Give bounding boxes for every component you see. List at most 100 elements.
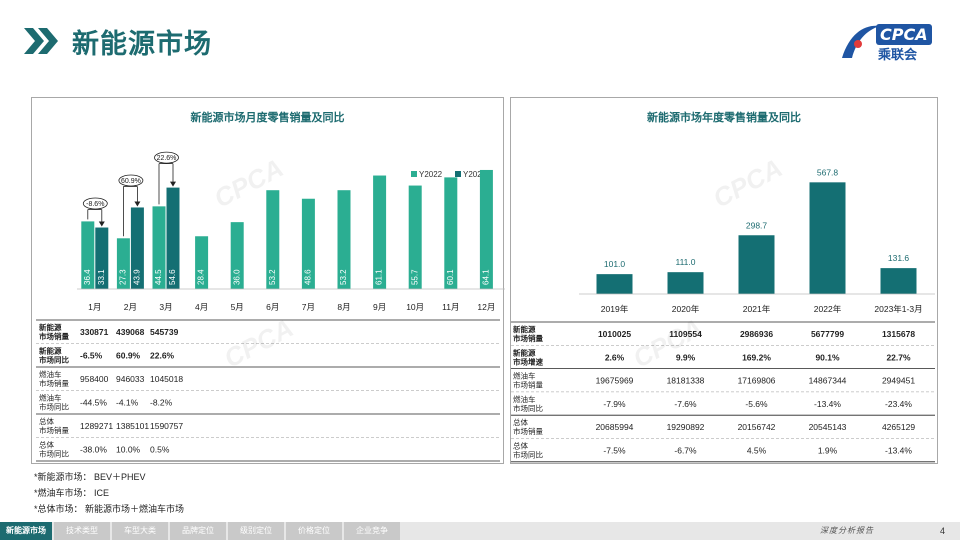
table-cell: -6.7%	[674, 446, 697, 456]
table-cell: -7.6%	[674, 399, 697, 409]
footnote: *燃油车市场： ICE	[34, 488, 110, 498]
callout-arrow	[134, 201, 141, 207]
table-cell: 4.5%	[747, 446, 767, 456]
bar-label-y2022: 53.2	[339, 269, 348, 285]
x-tick-label: 5月	[231, 302, 244, 312]
table-cell: -23.4%	[885, 399, 912, 409]
table-row-label: 市场销量	[513, 333, 543, 343]
table-cell: 330871	[80, 327, 109, 337]
bar-label-y2022: 60.1	[446, 269, 455, 285]
x-tick-label: 9月	[373, 302, 386, 312]
table-cell: -4.1%	[116, 398, 139, 408]
table-cell: 5677799	[811, 329, 844, 339]
x-tick-label: 8月	[337, 302, 350, 312]
table-cell: 20685994	[596, 422, 634, 432]
logo-text: CPCA	[876, 24, 932, 45]
bar-value-label: 101.0	[604, 259, 626, 269]
table-row-label: 总体	[39, 416, 54, 426]
table-cell: -8.2%	[150, 398, 173, 408]
x-tick-label: 4月	[195, 302, 208, 312]
bar-yearly	[880, 268, 917, 294]
bar-label-y2022: 36.4	[83, 269, 92, 285]
page-title: 新能源市场	[72, 29, 212, 59]
table-cell: 439068	[116, 327, 145, 337]
table-cell: -7.9%	[603, 399, 626, 409]
bar-label-y2023: 33.1	[97, 269, 106, 285]
bar-y2022	[301, 198, 315, 289]
table-row-label: 市场同比	[39, 449, 69, 459]
legend-swatch-y2023	[455, 171, 461, 177]
table-cell: 19290892	[667, 422, 705, 432]
tab-vehicle-class[interactable]: 车型大类	[112, 522, 168, 540]
tab-level-position[interactable]: 级别定位	[228, 522, 284, 540]
x-tick-label: 2月	[124, 302, 137, 312]
table-cell: 4265129	[882, 422, 915, 432]
table-row-label: 新能源	[39, 346, 62, 356]
bar-yearly	[738, 235, 775, 294]
table-row-label: 市场同比	[39, 355, 69, 365]
monthly-chart-svg: Y2022 Y2023 36.4 33.1 -8.6% 1月 27.3 43.9 60.9% 2月…	[36, 151, 505, 462]
table-row-label: 新能源	[513, 324, 536, 334]
table-cell: -7.5%	[603, 446, 626, 456]
yearly-chart-svg: 101.0 2019年 111.0 2020年 298.7 2021年 567.8 2022年…	[511, 167, 935, 463]
bar-y2022	[195, 236, 209, 289]
table-cell: 22.6%	[150, 351, 175, 361]
table-cell: -44.5%	[80, 398, 107, 408]
slogan: 深度分析报告	[820, 526, 874, 535]
table-row-label: 总体	[39, 440, 54, 450]
table-cell: 19675969	[596, 376, 634, 386]
table-cell: 22.7%	[886, 352, 911, 362]
x-tick-label: 6月	[266, 302, 279, 312]
monthly-chart-panel: 新能源市场月度零售销量及同比 Y2022 Y2023 36.4 33.1 -8.6% 1月…	[31, 97, 505, 464]
tab-price-position[interactable]: 价格定位	[286, 522, 342, 540]
bar-y2022	[373, 175, 387, 289]
table-cell: 17169806	[738, 376, 776, 386]
table-cell: -5.6%	[745, 399, 768, 409]
table-cell: 946033	[116, 374, 145, 384]
table-cell: 1045018	[150, 374, 183, 384]
table-cell: 60.9%	[116, 351, 141, 361]
chevron-right-icon	[24, 28, 58, 54]
table-row-label: 市场销量	[513, 380, 543, 390]
yoy-callout-label: 22.6%	[157, 155, 177, 162]
table-row-label: 新能源	[513, 347, 536, 357]
page-header: 新能源市场 CPCA 乘联会	[0, 0, 960, 84]
bar-y2023	[166, 187, 180, 289]
page-number: 4	[940, 526, 946, 536]
bar-label-y2022: 61.1	[375, 269, 384, 285]
footnotes: *新能源市场： BEV＋PHEV *燃油车市场： ICE *总体市场： 新能源市…	[34, 469, 184, 517]
tab-enterprise-competition[interactable]: 企业竞争	[344, 522, 400, 540]
bar-y2022	[81, 221, 95, 289]
footer-bar: 新能源市场 技术类型 车型大类 品牌定位 级别定位 价格定位 企业竞争 深度分析…	[0, 522, 960, 540]
table-cell: 2949451	[882, 376, 915, 386]
bar-value-label: 567.8	[817, 167, 839, 177]
legend-swatch-y2022	[411, 171, 417, 177]
tab-brand-position[interactable]: 品牌定位	[170, 522, 226, 540]
bar-label-y2022: 55.7	[410, 269, 419, 285]
table-cell: 20545143	[809, 422, 847, 432]
table-row-label: 市场同比	[513, 450, 543, 460]
table-row-label: 燃油车	[513, 394, 536, 404]
table-cell: -13.4%	[814, 399, 841, 409]
table-cell: -38.0%	[80, 445, 107, 455]
tab-new-energy-market[interactable]: 新能源市场	[0, 522, 52, 540]
table-row-label: 市场销量	[39, 331, 69, 341]
table-row-label: 市场销量	[39, 378, 69, 388]
logo-subtitle: 乘联会	[878, 47, 918, 62]
table-cell: 1315678	[882, 329, 915, 339]
table-cell: 169.2%	[742, 352, 771, 362]
yoy-callout-label: -8.6%	[86, 201, 104, 208]
cpca-logo-icon	[842, 25, 880, 58]
tab-technology-type[interactable]: 技术类型	[54, 522, 110, 540]
table-cell: 14867344	[809, 376, 847, 386]
bar-label-y2023: 43.9	[133, 269, 142, 285]
monthly-chart-title: 新能源市场月度零售销量及同比	[190, 112, 345, 124]
table-cell: 958400	[80, 374, 109, 384]
table-row-label: 总体	[513, 441, 528, 451]
table-row-label: 新能源	[39, 322, 62, 332]
legend-label-y2022: Y2022	[419, 170, 443, 179]
table-cell: -13.4%	[885, 446, 912, 456]
bar-label-y2022: 53.2	[268, 269, 277, 285]
bar-y2022	[266, 190, 280, 289]
bar-yearly	[667, 272, 704, 294]
